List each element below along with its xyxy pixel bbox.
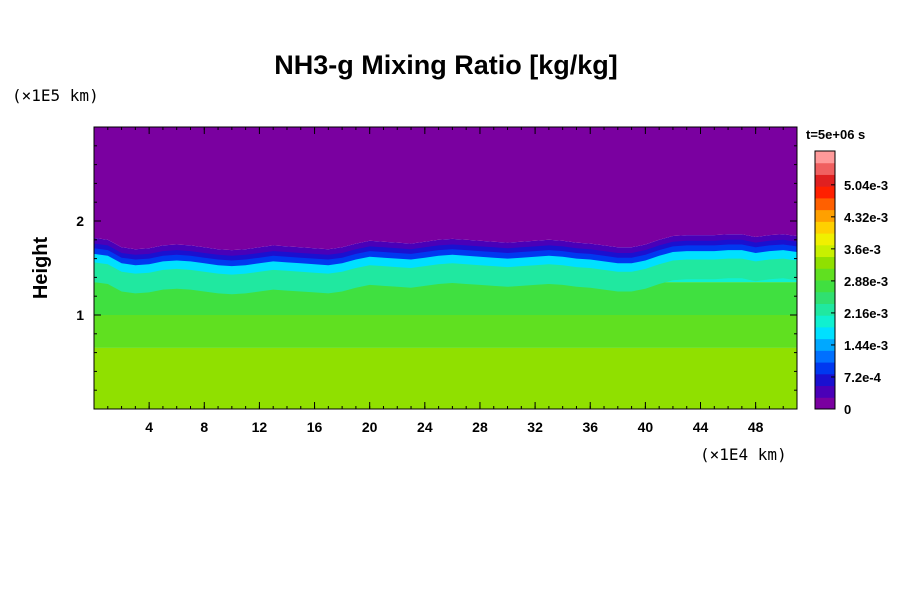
colorbar-segment	[815, 244, 835, 258]
plot-frame	[93, 126, 798, 410]
field-layer	[94, 347, 797, 409]
colorbar-segment	[815, 209, 835, 222]
time-label: t=5e+06 s	[806, 127, 865, 142]
colorbar-label: 2.16e-3	[844, 306, 888, 321]
field-layer	[94, 315, 797, 348]
y-tick-label: 2	[76, 213, 84, 229]
colorbar-segment	[815, 280, 835, 293]
colorbar-label: 1.44e-3	[844, 338, 888, 353]
colorbar-segment	[815, 397, 835, 410]
colorbar-frame	[814, 150, 836, 410]
colorbar-segment	[815, 268, 835, 281]
x-tick-label: 44	[693, 419, 709, 435]
field-band	[94, 234, 797, 256]
y-axis-unit: (×1E5 km)	[12, 86, 99, 105]
x-tick-label: 24	[417, 419, 433, 435]
colorbar-segment	[815, 151, 835, 164]
colorbar-segment	[815, 326, 835, 340]
colorbar-segment	[815, 162, 835, 175]
colorbar-segment	[815, 233, 835, 246]
x-axis: 4 8 12 16 20 24 28 32 36 40 44 48	[107, 127, 784, 435]
y-tick-label: 1	[76, 307, 84, 323]
colorbar-segment	[815, 362, 835, 375]
x-tick-label: 4	[145, 419, 153, 435]
colorbar-label: 3.6e-3	[844, 242, 881, 257]
colorbar-segment	[815, 338, 835, 351]
y-axis-label: Height	[30, 237, 52, 300]
colorbar-segment	[815, 197, 835, 211]
colorbar-label: 7.2e-4	[844, 370, 882, 385]
colorbar-segment	[815, 373, 835, 387]
colorbar-segment	[815, 174, 835, 187]
colorbar-segment	[815, 315, 835, 328]
colorbar-segment	[815, 291, 835, 304]
x-tick-label: 48	[748, 419, 764, 435]
colorbar-segment	[815, 385, 835, 398]
colorbar-segment	[815, 303, 835, 316]
x-tick-label: 28	[472, 419, 488, 435]
x-tick-label: 20	[362, 419, 378, 435]
x-tick-label: 16	[307, 419, 323, 435]
colorbar-label: 2.88e-3	[844, 274, 888, 289]
colorbar-segment	[815, 221, 835, 234]
colorbar: 5.04e-3 4.32e-3 3.6e-3 2.88e-3 2.16e-3 1.44e-…	[814, 150, 888, 417]
colorbar-segment	[815, 256, 835, 269]
x-tick-label: 40	[638, 419, 654, 435]
x-tick-label: 36	[582, 419, 598, 435]
field-band	[94, 236, 797, 267]
colorbar-label: 4.32e-3	[844, 210, 888, 225]
x-axis-unit: (×1E4 km)	[700, 445, 787, 464]
plot-area	[94, 127, 797, 409]
x-tick-label: 8	[200, 419, 208, 435]
colorbar-label: 0	[844, 402, 851, 417]
chart-title: NH3-g Mixing Ratio [kg/kg]	[274, 50, 618, 80]
x-tick-label: 32	[527, 419, 543, 435]
x-tick-label: 12	[252, 419, 268, 435]
colorbar-segment	[815, 350, 835, 363]
field-upper	[94, 127, 797, 251]
colorbar-segment	[815, 186, 835, 199]
field-band	[94, 236, 797, 261]
colorbar-label: 5.04e-3	[844, 178, 888, 193]
